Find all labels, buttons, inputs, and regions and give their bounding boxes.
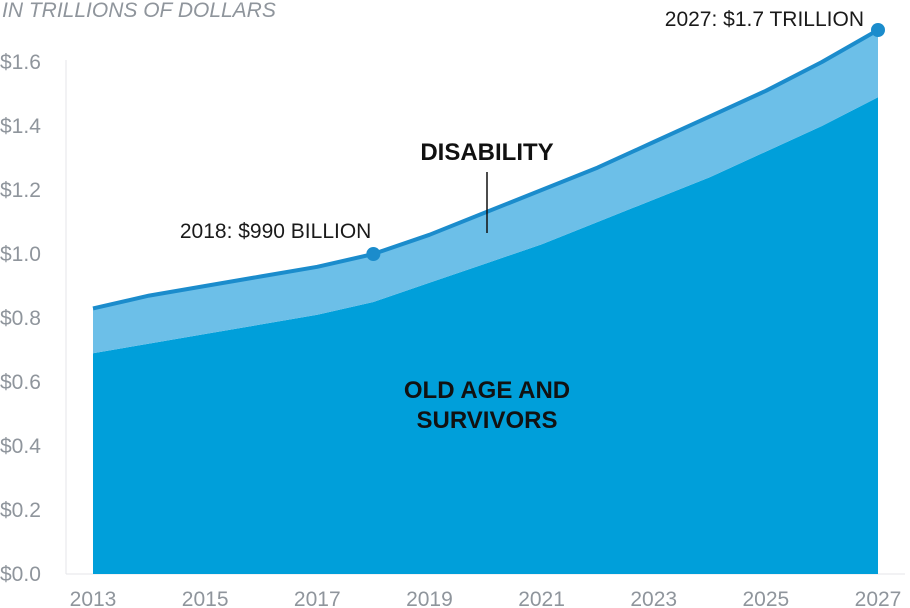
y-tick-label: $0.8 [0,307,41,330]
x-axis: 2013 2015 2017 2019 2021 2023 2025 2027 [66,573,905,608]
x-tick-label: 2017 [294,588,341,608]
x-tick-label: 2013 [70,588,117,608]
x-tick-label: 2021 [518,588,565,608]
series-label-old-age-and-survivors: SURVIVORS [417,407,558,434]
x-tick-label: 2019 [406,588,453,608]
y-tick-label: $1.6 [0,51,41,74]
series-labels: OLD AGE AND SURVIVORS DISABILITY [404,139,570,434]
y-tick-label: $1.2 [0,179,41,202]
y-axis: $0.0 $0.2 $0.4 $0.6 $0.8 $1.0 $1.2 $1.4 $1.6 [0,51,67,586]
total-line [92,28,879,311]
area-old-age-and-survivors [93,97,878,574]
y-tick-label: $1.0 [0,243,41,266]
x-tick-label: 2027 [855,588,902,608]
series-label-old-age-and-survivors: OLD AGE AND [404,377,570,404]
y-tick-label: $0.0 [0,563,41,586]
annotations: 2018: $990 BILLION 2027: $1.7 TRILLION [180,8,885,261]
chart-subtitle: IN TRILLIONS OF DOLLARS [2,0,276,22]
x-tick-label: 2023 [630,588,677,608]
annotation-label: 2018: $990 BILLION [180,220,371,243]
annotation-label: 2027: $1.7 TRILLION [665,8,864,31]
x-tick-label: 2015 [182,588,229,608]
y-tick-label: $0.4 [0,435,41,458]
y-tick-label: $0.6 [0,371,41,394]
series-label-disability: DISABILITY [420,139,553,166]
y-tick-label: $1.4 [0,115,41,138]
annotation-point [871,23,885,37]
annotation-point [366,247,381,261]
y-tick-label: $0.2 [0,499,41,522]
x-tick-label: 2025 [742,588,789,608]
series-areas [92,28,879,574]
